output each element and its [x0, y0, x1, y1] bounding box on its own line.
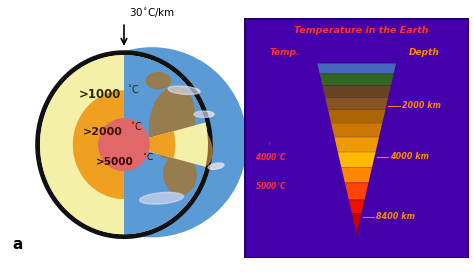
- Ellipse shape: [164, 154, 196, 194]
- Polygon shape: [99, 118, 150, 171]
- Text: Temp.: Temp.: [269, 48, 300, 57]
- Polygon shape: [338, 152, 375, 167]
- Ellipse shape: [188, 127, 212, 166]
- Polygon shape: [124, 131, 175, 158]
- Polygon shape: [317, 63, 396, 74]
- Polygon shape: [328, 109, 385, 123]
- FancyBboxPatch shape: [244, 18, 469, 258]
- Text: 4000 km: 4000 km: [390, 153, 429, 161]
- Polygon shape: [345, 182, 368, 199]
- Polygon shape: [349, 199, 365, 213]
- Text: 2000 km: 2000 km: [402, 101, 441, 110]
- Ellipse shape: [168, 86, 200, 95]
- Polygon shape: [99, 118, 150, 171]
- Ellipse shape: [188, 127, 212, 166]
- Polygon shape: [331, 123, 383, 136]
- Ellipse shape: [140, 192, 183, 204]
- Polygon shape: [124, 55, 208, 234]
- Text: >5000: >5000: [96, 157, 134, 167]
- Text: 30$^{\circ}$C/km: 30$^{\circ}$C/km: [129, 6, 175, 19]
- Text: >2000: >2000: [82, 127, 122, 137]
- Ellipse shape: [208, 163, 224, 169]
- Polygon shape: [334, 136, 379, 152]
- Polygon shape: [355, 227, 358, 236]
- Polygon shape: [124, 138, 150, 151]
- Polygon shape: [341, 167, 372, 182]
- Polygon shape: [99, 118, 124, 171]
- Polygon shape: [99, 118, 124, 171]
- Ellipse shape: [140, 192, 183, 204]
- Text: $^{\circ}$C: $^{\circ}$C: [127, 83, 140, 95]
- Polygon shape: [73, 90, 124, 199]
- Text: Depth: Depth: [409, 48, 439, 57]
- Ellipse shape: [164, 154, 196, 194]
- Polygon shape: [124, 122, 208, 167]
- Text: a: a: [12, 237, 22, 252]
- Ellipse shape: [146, 73, 170, 89]
- Polygon shape: [352, 213, 361, 227]
- Text: $^{\circ}$C: $^{\circ}$C: [130, 120, 143, 132]
- Ellipse shape: [194, 111, 214, 118]
- Text: 5000$^{\circ}$C: 5000$^{\circ}$C: [255, 180, 288, 192]
- Text: $^{\circ}$: $^{\circ}$: [266, 142, 271, 149]
- Polygon shape: [319, 74, 394, 85]
- Text: >1000: >1000: [79, 88, 121, 101]
- Text: 4000$^{\circ}$C: 4000$^{\circ}$C: [255, 152, 288, 162]
- Polygon shape: [35, 50, 213, 239]
- Ellipse shape: [168, 86, 200, 95]
- Polygon shape: [40, 55, 208, 234]
- Polygon shape: [322, 85, 391, 97]
- Polygon shape: [73, 90, 175, 199]
- Polygon shape: [325, 97, 388, 109]
- Polygon shape: [40, 55, 124, 234]
- Text: Temperature in the Earth: Temperature in the Earth: [294, 26, 428, 35]
- Text: 8400 km: 8400 km: [376, 212, 415, 221]
- Ellipse shape: [208, 163, 224, 169]
- Circle shape: [58, 48, 246, 237]
- Ellipse shape: [149, 87, 194, 158]
- Ellipse shape: [149, 87, 194, 158]
- Ellipse shape: [146, 73, 170, 89]
- Ellipse shape: [194, 111, 214, 118]
- Text: $^{\circ}$C: $^{\circ}$C: [142, 151, 154, 162]
